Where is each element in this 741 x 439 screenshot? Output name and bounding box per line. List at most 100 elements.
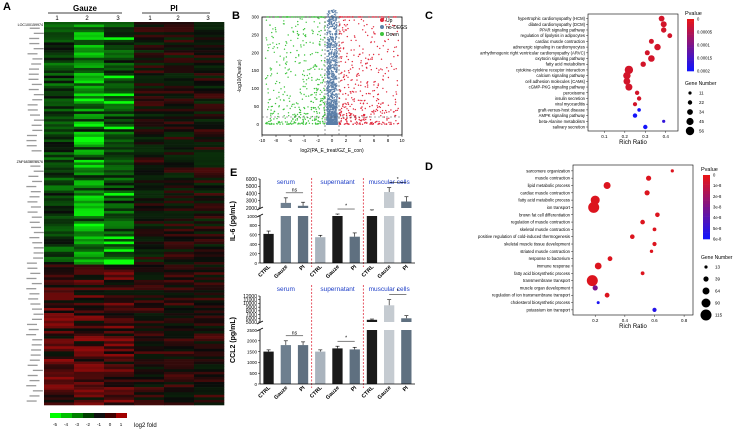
heatmap-cell xyxy=(44,218,75,222)
volcano-point xyxy=(328,71,330,73)
heatmap-cell xyxy=(134,348,165,352)
y-tick-label: 6000 xyxy=(246,316,257,322)
gene-label xyxy=(26,334,37,336)
heatmap-cell xyxy=(194,374,225,378)
gene-label-mid: ZNF683BCB476 xyxy=(17,160,43,164)
volcano-point xyxy=(342,105,344,108)
heatmap-cell xyxy=(74,139,105,143)
heatmap-cell xyxy=(134,98,165,102)
heatmap-cell xyxy=(104,241,135,245)
pvalue-title: Pvalue xyxy=(701,167,718,173)
heatmap-cell xyxy=(134,190,165,194)
volcano-point xyxy=(307,69,309,71)
volcano-point xyxy=(267,92,269,94)
volcano-point xyxy=(335,49,337,51)
volcano-point xyxy=(354,122,356,124)
volcano-point xyxy=(360,18,363,21)
volcano-point xyxy=(323,27,326,29)
y-tick-label: 0 xyxy=(254,261,257,266)
gene-size-label: 64 xyxy=(715,289,721,294)
heatmap-cell xyxy=(44,246,75,250)
heatmap-cell xyxy=(74,279,105,283)
pvalue-colorbar-cell xyxy=(687,32,694,35)
heatmap-cell xyxy=(74,44,105,48)
volcano-point xyxy=(336,50,338,53)
volcano-point xyxy=(329,33,332,36)
axis-break xyxy=(256,327,264,332)
heatmap-cell xyxy=(134,251,165,255)
heatmap-cell xyxy=(104,193,135,196)
heatmap-cell xyxy=(44,384,75,388)
heatmap-cell xyxy=(44,269,75,273)
heatmap-cell xyxy=(194,351,225,355)
volcano-point xyxy=(359,99,361,102)
category-label: PI xyxy=(350,385,358,393)
heatmap-cell xyxy=(44,208,75,212)
bubble-point xyxy=(648,55,655,62)
volcano-point xyxy=(286,61,288,63)
volcano-point xyxy=(368,92,370,95)
heatmap-cell xyxy=(44,210,75,214)
heatmap-cell xyxy=(104,336,135,339)
volcano-point xyxy=(311,93,313,96)
heatmap-cell xyxy=(104,55,135,59)
heatmap-cell xyxy=(74,379,105,383)
volcano-point xyxy=(371,110,373,113)
heatmap-cell xyxy=(104,371,135,375)
heatmap-cell xyxy=(104,346,135,350)
bubble-point xyxy=(603,182,611,189)
heatmap-cell xyxy=(104,154,135,158)
heatmap-cell xyxy=(164,129,195,133)
gene-label xyxy=(32,180,43,183)
bubble-point xyxy=(592,285,598,291)
heatmap-cell xyxy=(164,320,195,324)
heatmap-cell xyxy=(44,348,75,352)
volcano-point xyxy=(349,68,352,70)
heatmap-cell xyxy=(74,103,105,107)
volcano-point xyxy=(280,88,282,90)
heatmap-cell xyxy=(194,142,225,145)
volcano-point xyxy=(272,42,274,44)
pvalue-colorbar-cell xyxy=(687,42,694,46)
heatmap-cell xyxy=(194,147,225,150)
volcano-point xyxy=(348,86,350,89)
volcano-point xyxy=(283,48,286,50)
heatmap-cell xyxy=(164,277,195,281)
heatmap-cell xyxy=(104,315,135,319)
heatmap-cell xyxy=(74,272,105,276)
volcano-point xyxy=(312,42,314,44)
volcano-point xyxy=(313,92,316,94)
heatmap-cell xyxy=(104,119,135,122)
volcano-point xyxy=(302,122,304,124)
heatmap-cell xyxy=(194,249,225,253)
heatmap-cell xyxy=(134,131,165,135)
volcano-point xyxy=(328,43,330,45)
heatmap-cell xyxy=(134,297,165,301)
axis-break xyxy=(256,206,264,211)
colorbar-cell xyxy=(83,413,94,418)
volcano-point xyxy=(279,121,281,124)
volcano-point xyxy=(322,122,324,124)
heatmap-cell xyxy=(164,147,195,150)
volcano-point xyxy=(326,101,329,103)
heatmap-cell xyxy=(44,180,75,184)
volcano-point xyxy=(328,38,330,40)
volcano-point xyxy=(358,53,361,56)
heatmap-cell xyxy=(134,397,165,401)
heatmap-cell xyxy=(164,274,195,278)
volcano-point xyxy=(298,55,300,57)
heatmap-cell xyxy=(104,246,135,250)
volcano-point xyxy=(285,16,288,18)
volcano-point xyxy=(336,42,338,44)
heatmap-cell xyxy=(194,149,225,153)
volcano-point xyxy=(326,118,328,120)
heatmap-cell xyxy=(194,292,225,296)
heatmap-cell xyxy=(194,254,225,258)
heatmap-cell xyxy=(134,223,165,227)
heatmap-cell xyxy=(44,172,75,176)
volcano-point xyxy=(327,110,329,113)
pvalue-colorbar-cell xyxy=(687,19,694,22)
volcano-point xyxy=(331,43,333,46)
volcano-point xyxy=(315,87,317,90)
